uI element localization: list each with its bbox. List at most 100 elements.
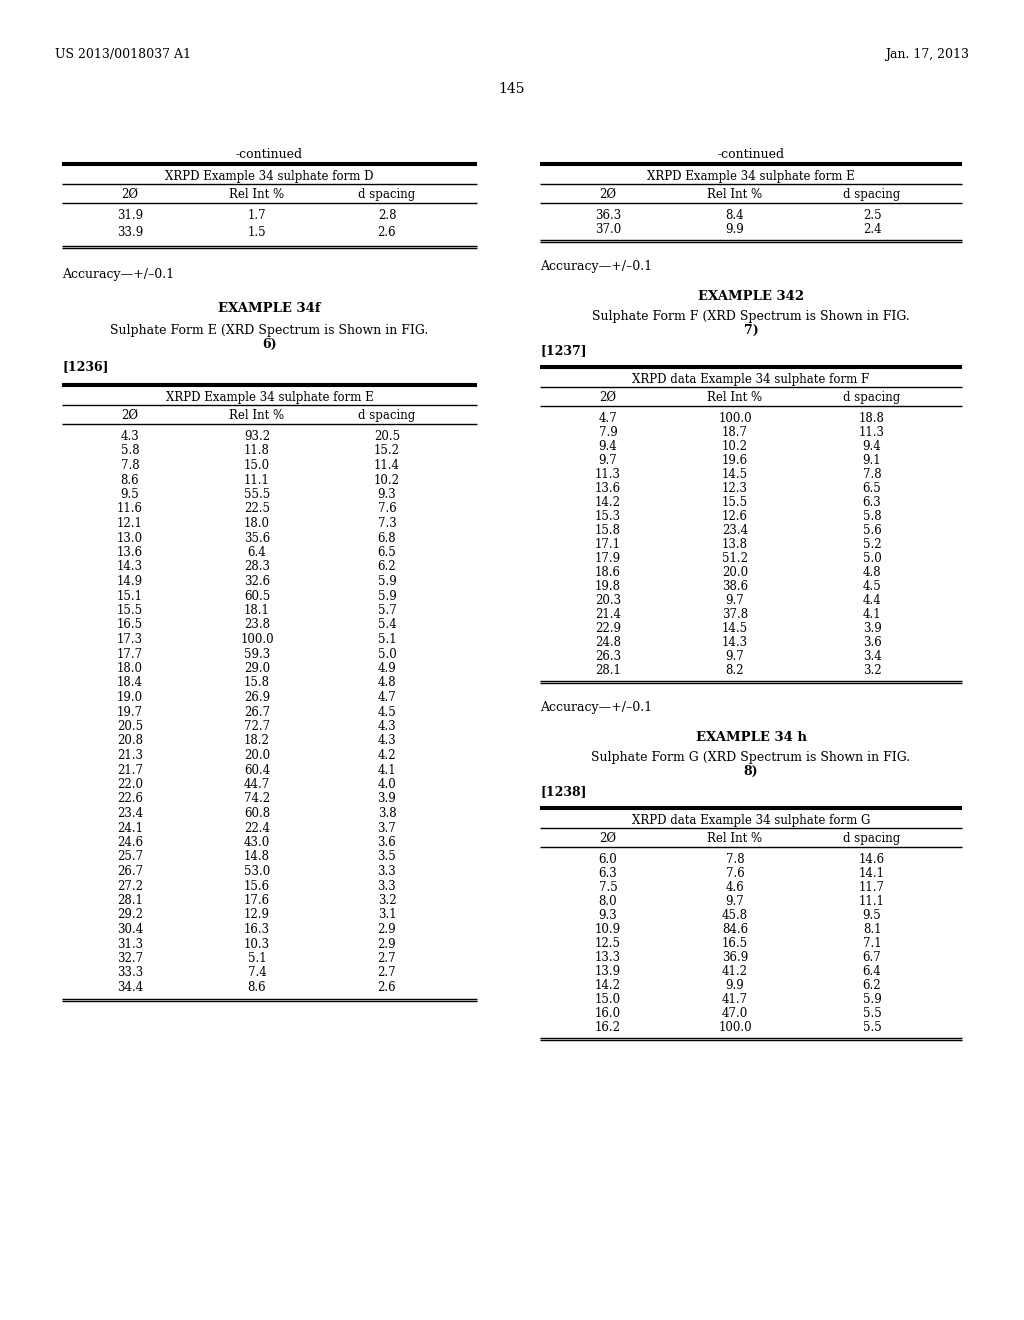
Text: 8.1: 8.1 (863, 923, 882, 936)
Text: 8.4: 8.4 (726, 209, 744, 222)
Text: 12.9: 12.9 (244, 908, 270, 921)
Text: 29.0: 29.0 (244, 663, 270, 675)
Text: 7.8: 7.8 (726, 853, 744, 866)
Text: 28.1: 28.1 (595, 664, 621, 677)
Text: 2.4: 2.4 (862, 223, 882, 236)
Text: 15.0: 15.0 (244, 459, 270, 473)
Text: 5.0: 5.0 (862, 552, 882, 565)
Text: 4.2: 4.2 (378, 748, 396, 762)
Text: 9.1: 9.1 (862, 454, 882, 467)
Text: 13.3: 13.3 (595, 950, 622, 964)
Text: 6.2: 6.2 (378, 561, 396, 573)
Text: 5.8: 5.8 (862, 510, 882, 523)
Text: US 2013/0018037 A1: US 2013/0018037 A1 (55, 48, 191, 61)
Text: 2.6: 2.6 (378, 981, 396, 994)
Text: 5.9: 5.9 (862, 993, 882, 1006)
Text: 51.2: 51.2 (722, 552, 748, 565)
Text: 11.7: 11.7 (859, 880, 885, 894)
Text: 21.7: 21.7 (117, 763, 143, 776)
Text: 12.5: 12.5 (595, 937, 621, 950)
Text: 3.6: 3.6 (862, 636, 882, 649)
Text: 25.7: 25.7 (117, 850, 143, 863)
Text: 37.0: 37.0 (595, 223, 622, 236)
Text: 16.0: 16.0 (595, 1007, 622, 1020)
Text: 13.8: 13.8 (722, 539, 748, 550)
Text: 5.1: 5.1 (378, 634, 396, 645)
Text: 13.0: 13.0 (117, 532, 143, 544)
Text: 4.8: 4.8 (378, 676, 396, 689)
Text: 9.5: 9.5 (862, 909, 882, 921)
Text: 6.4: 6.4 (248, 546, 266, 558)
Text: 7.8: 7.8 (121, 459, 139, 473)
Text: 6.5: 6.5 (862, 482, 882, 495)
Text: 18.7: 18.7 (722, 426, 748, 440)
Text: 9.4: 9.4 (862, 440, 882, 453)
Text: 16.5: 16.5 (722, 937, 749, 950)
Text: 33.3: 33.3 (117, 966, 143, 979)
Text: [1238]: [1238] (540, 785, 587, 799)
Text: 35.6: 35.6 (244, 532, 270, 544)
Text: 28.3: 28.3 (244, 561, 270, 573)
Text: Jan. 17, 2013: Jan. 17, 2013 (885, 48, 969, 61)
Text: 20.8: 20.8 (117, 734, 143, 747)
Text: 9.3: 9.3 (378, 488, 396, 502)
Text: 4.1: 4.1 (378, 763, 396, 776)
Text: 15.3: 15.3 (595, 510, 622, 523)
Text: 22.0: 22.0 (117, 777, 143, 791)
Text: 100.0: 100.0 (241, 634, 273, 645)
Text: 34.4: 34.4 (117, 981, 143, 994)
Text: 7.6: 7.6 (726, 867, 744, 880)
Text: 31.3: 31.3 (117, 937, 143, 950)
Text: 14.2: 14.2 (595, 979, 621, 993)
Text: 59.3: 59.3 (244, 648, 270, 660)
Text: 4.0: 4.0 (378, 777, 396, 791)
Text: 10.9: 10.9 (595, 923, 622, 936)
Text: EXAMPLE 34f: EXAMPLE 34f (218, 302, 321, 315)
Text: 11.8: 11.8 (244, 445, 270, 458)
Text: 33.9: 33.9 (117, 226, 143, 239)
Text: 9.3: 9.3 (599, 909, 617, 921)
Text: Accuracy—+/–0.1: Accuracy—+/–0.1 (62, 268, 174, 281)
Text: 9.5: 9.5 (121, 488, 139, 502)
Text: 22.6: 22.6 (117, 792, 143, 805)
Text: 3.2: 3.2 (862, 664, 882, 677)
Text: 11.3: 11.3 (595, 469, 621, 480)
Text: 2.5: 2.5 (862, 209, 882, 222)
Text: 9.9: 9.9 (726, 979, 744, 993)
Text: 17.7: 17.7 (117, 648, 143, 660)
Text: 2Ø: 2Ø (599, 832, 616, 845)
Text: 14.5: 14.5 (722, 622, 749, 635)
Text: 19.8: 19.8 (595, 579, 621, 593)
Text: 3.6: 3.6 (378, 836, 396, 849)
Text: 18.6: 18.6 (595, 566, 621, 579)
Text: 60.4: 60.4 (244, 763, 270, 776)
Text: Sulphate Form F (XRD Spectrum is Shown in FIG.: Sulphate Form F (XRD Spectrum is Shown i… (592, 310, 910, 323)
Text: d spacing: d spacing (358, 409, 416, 422)
Text: 2Ø: 2Ø (599, 187, 616, 201)
Text: 2Ø: 2Ø (122, 187, 138, 201)
Text: 28.1: 28.1 (117, 894, 143, 907)
Text: 4.8: 4.8 (862, 566, 882, 579)
Text: 3.9: 3.9 (862, 622, 882, 635)
Text: 18.0: 18.0 (117, 663, 143, 675)
Text: 60.5: 60.5 (244, 590, 270, 602)
Text: [1236]: [1236] (62, 360, 109, 374)
Text: -continued: -continued (718, 148, 784, 161)
Text: 3.5: 3.5 (378, 850, 396, 863)
Text: 20.0: 20.0 (244, 748, 270, 762)
Text: 11.1: 11.1 (244, 474, 270, 487)
Text: 6): 6) (262, 338, 276, 351)
Text: 20.5: 20.5 (374, 430, 400, 444)
Text: 3.4: 3.4 (862, 649, 882, 663)
Text: 4.7: 4.7 (599, 412, 617, 425)
Text: 21.4: 21.4 (595, 609, 621, 620)
Text: 32.7: 32.7 (117, 952, 143, 965)
Text: 84.6: 84.6 (722, 923, 749, 936)
Text: 23.4: 23.4 (117, 807, 143, 820)
Text: 74.2: 74.2 (244, 792, 270, 805)
Text: 19.6: 19.6 (722, 454, 749, 467)
Text: Rel Int %: Rel Int % (708, 832, 763, 845)
Text: 36.9: 36.9 (722, 950, 749, 964)
Text: 4.5: 4.5 (378, 705, 396, 718)
Text: 1.5: 1.5 (248, 226, 266, 239)
